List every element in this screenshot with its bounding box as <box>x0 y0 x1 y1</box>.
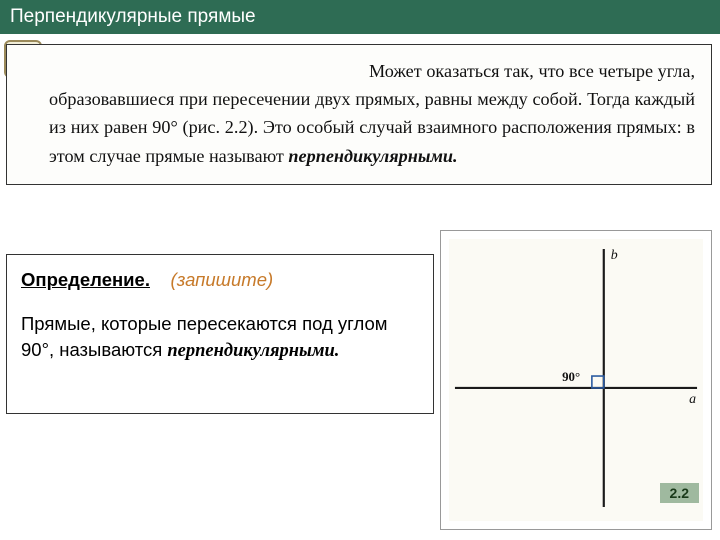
page-header: Перпендикулярные прямые <box>0 0 720 34</box>
right-angle-marker <box>592 376 604 388</box>
diagram-container: 90° a b 2.2 <box>440 230 712 530</box>
axis-a-label: a <box>689 392 696 407</box>
angle-label: 90° <box>562 370 580 384</box>
definition-body: Прямые, которые пересекаются под углом 9… <box>21 311 419 365</box>
paragraph-lead: Может оказаться так, <box>369 61 534 81</box>
definition-title: Определение. <box>21 269 150 290</box>
paragraph-keyword: перпендикулярными. <box>288 146 457 166</box>
axis-b-label: b <box>611 248 618 263</box>
diagram-bg: 90° a b <box>449 239 703 521</box>
perpendicular-diagram: 90° a b <box>449 239 703 521</box>
definition-body-keyword: перпендикулярными. <box>167 341 339 361</box>
definition-box: Определение. (запишите) Прямые, которые … <box>6 254 434 414</box>
figure-number-badge: 2.2 <box>660 483 699 503</box>
header-title: Перпендикулярные прямые <box>10 6 256 28</box>
main-paragraph: Может оказаться так, что все четыре угла… <box>6 44 712 185</box>
definition-hint: (запишите) <box>171 269 274 290</box>
figure-number: 2.2 <box>670 485 689 501</box>
